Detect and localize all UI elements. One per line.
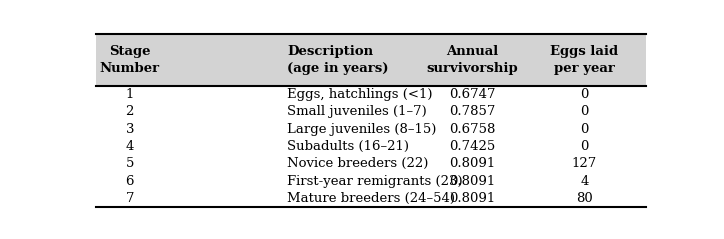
Text: Large juveniles (8–15): Large juveniles (8–15) [287,123,437,136]
Text: 0: 0 [580,123,589,136]
Text: 5: 5 [125,157,134,170]
Text: Annual
survivorship: Annual survivorship [426,45,518,75]
Text: Description
(age in years): Description (age in years) [287,45,388,75]
Text: 0: 0 [580,88,589,101]
Text: 0.8091: 0.8091 [449,175,495,188]
Text: 0: 0 [580,105,589,118]
Text: 0.6747: 0.6747 [449,88,495,101]
Text: 80: 80 [576,192,593,205]
Text: 7: 7 [125,192,134,205]
Text: Subadults (16–21): Subadults (16–21) [287,140,409,153]
Text: 0.8091: 0.8091 [449,157,495,170]
Text: 1: 1 [125,88,134,101]
Text: 2: 2 [125,105,134,118]
Text: First-year remigrants (23): First-year remigrants (23) [287,175,463,188]
Text: Novice breeders (22): Novice breeders (22) [287,157,429,170]
Text: 4: 4 [125,140,134,153]
Text: 6: 6 [125,175,134,188]
Bar [96,34,646,86]
Text: 3: 3 [125,123,134,136]
Text: Eggs laid
per year: Eggs laid per year [550,45,618,75]
Text: 0.7857: 0.7857 [449,105,495,118]
Text: 0.7425: 0.7425 [449,140,495,153]
Text: 0.8091: 0.8091 [449,192,495,205]
Text: 0.6758: 0.6758 [449,123,495,136]
Text: 127: 127 [572,157,597,170]
Text: Small juveniles (1–7): Small juveniles (1–7) [287,105,426,118]
Text: Stage
Number: Stage Number [100,45,160,75]
Text: Mature breeders (24–54): Mature breeders (24–54) [287,192,455,205]
Text: 0: 0 [580,140,589,153]
Text: Eggs, hatchlings (<1): Eggs, hatchlings (<1) [287,88,432,101]
Text: 4: 4 [580,175,589,188]
